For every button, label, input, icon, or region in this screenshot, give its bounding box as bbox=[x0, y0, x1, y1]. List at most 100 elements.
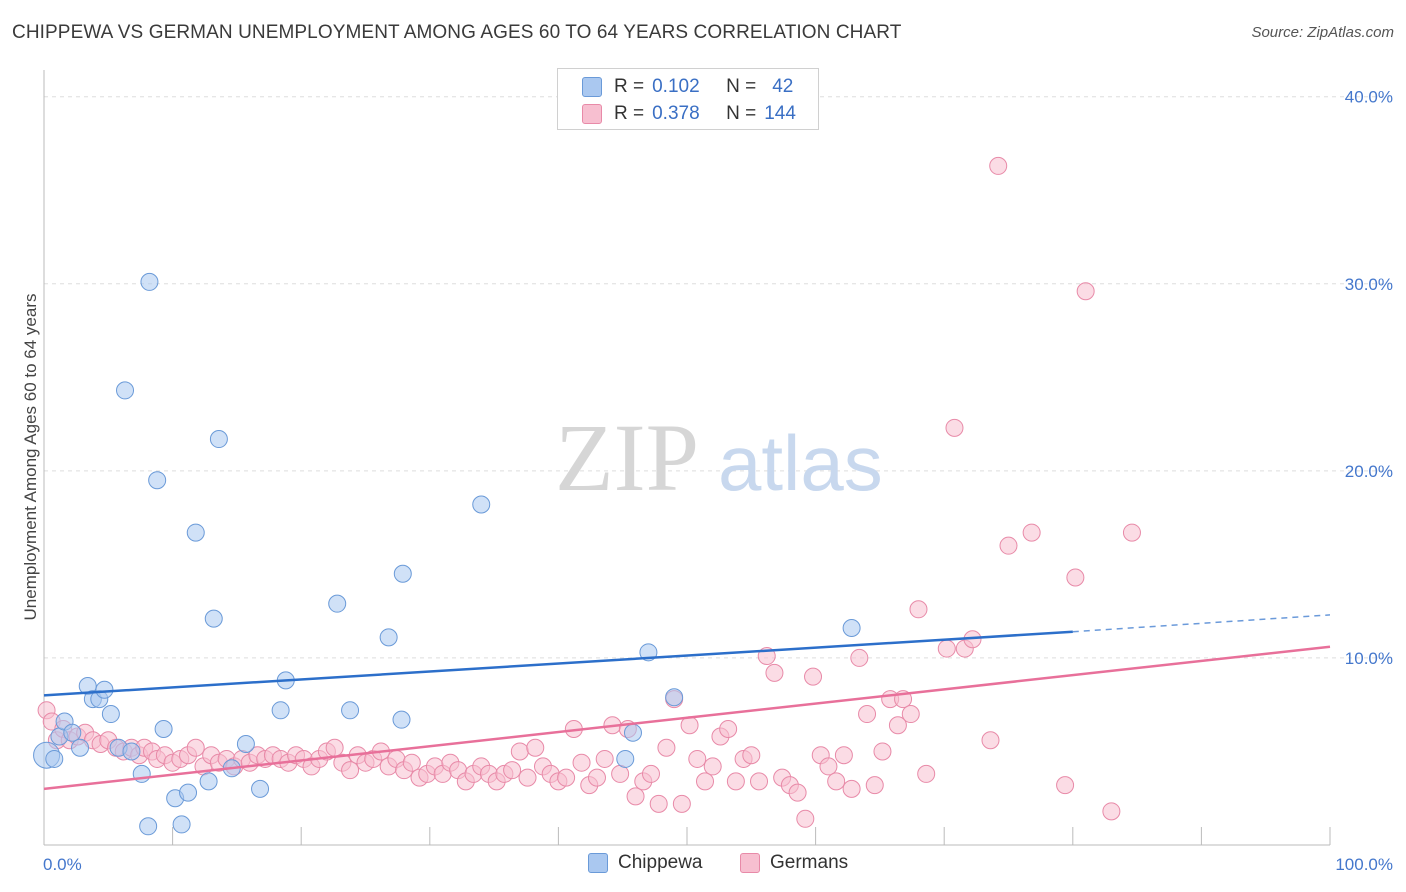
germans-point bbox=[937, 639, 956, 658]
germans-point bbox=[850, 648, 869, 667]
germans-point bbox=[649, 794, 668, 813]
germans-point bbox=[909, 600, 928, 619]
germans-point bbox=[672, 794, 691, 813]
germans-point bbox=[626, 787, 645, 806]
germans-point bbox=[1056, 776, 1075, 795]
germans-point bbox=[989, 156, 1008, 175]
y-axis-label: Unemployment Among Ages 60 to 64 years bbox=[21, 294, 40, 621]
germans-point bbox=[842, 779, 861, 798]
y-tick-label: 20.0% bbox=[1345, 462, 1393, 481]
germans-swatch bbox=[740, 853, 760, 873]
chippewa-point bbox=[204, 609, 223, 628]
germans-point bbox=[858, 705, 877, 724]
chippewa-point bbox=[251, 779, 270, 798]
germans-point bbox=[888, 716, 907, 735]
chippewa-point bbox=[116, 381, 135, 400]
r-label: R = bbox=[614, 76, 645, 97]
germans-point bbox=[526, 738, 545, 757]
germans-trend-line bbox=[43, 645, 1331, 791]
chippewa-point bbox=[393, 564, 412, 583]
germans-point bbox=[703, 757, 722, 776]
chippewa-point bbox=[179, 783, 198, 802]
chippewa-point bbox=[842, 618, 861, 637]
germans-point bbox=[945, 418, 964, 437]
germans-point bbox=[557, 768, 576, 787]
germans-point bbox=[765, 663, 784, 682]
germans-swatch bbox=[582, 104, 602, 124]
watermark-atlas: atlas bbox=[718, 419, 883, 507]
germans-point bbox=[402, 753, 421, 772]
chippewa-point bbox=[236, 734, 255, 753]
chippewa-swatch bbox=[588, 853, 608, 873]
chippewa-point bbox=[328, 594, 347, 613]
y-tick-label: 40.0% bbox=[1345, 88, 1393, 107]
germans-point bbox=[726, 772, 745, 791]
chippewa-point bbox=[139, 817, 158, 836]
germans-point bbox=[1122, 523, 1141, 542]
chippewa-point bbox=[95, 680, 114, 699]
germans-point bbox=[917, 764, 936, 783]
germans-point bbox=[750, 772, 769, 791]
chippewa-point bbox=[616, 749, 635, 768]
r-value-germans: 0.378 bbox=[652, 103, 700, 124]
y-tick-label: 10.0% bbox=[1345, 649, 1393, 668]
germans-point bbox=[518, 768, 537, 787]
chippewa-point bbox=[154, 720, 173, 739]
y-tick-labels: 10.0% 20.0% 30.0% 40.0% bbox=[1345, 88, 1393, 668]
chippewa-trend-extension bbox=[1072, 614, 1331, 633]
chippewa-point bbox=[45, 749, 64, 768]
n-value-chippewa: 42 bbox=[772, 76, 794, 97]
x-tick-min: 0.0% bbox=[43, 855, 82, 874]
chippewa-point bbox=[379, 628, 398, 647]
series-germans bbox=[37, 156, 1141, 828]
germans-point bbox=[587, 768, 606, 787]
chippewa-point bbox=[623, 723, 642, 742]
germans-point bbox=[595, 749, 614, 768]
n-label: N = bbox=[726, 103, 757, 124]
legend-row-germans: R = 0.378 N = 144 bbox=[582, 102, 796, 126]
chippewa-point bbox=[209, 430, 228, 449]
germans-point bbox=[804, 667, 823, 686]
chippewa-point bbox=[271, 701, 290, 720]
chippewa-point bbox=[341, 701, 360, 720]
gridlines bbox=[44, 96, 1395, 659]
germans-point bbox=[186, 738, 205, 757]
germans-point bbox=[834, 746, 853, 765]
chippewa-swatch bbox=[582, 77, 602, 97]
legend-label-chippewa: Chippewa bbox=[618, 852, 703, 873]
chippewa-point bbox=[140, 272, 159, 291]
germans-point bbox=[719, 720, 738, 739]
germans-point bbox=[641, 764, 660, 783]
germans-point bbox=[325, 738, 344, 757]
germans-point bbox=[999, 536, 1018, 555]
legend-label-germans: Germans bbox=[770, 852, 849, 873]
chippewa-point bbox=[472, 495, 491, 514]
chippewa-point bbox=[392, 710, 411, 729]
germans-point bbox=[796, 809, 815, 828]
watermark-zip: ZIP bbox=[555, 404, 699, 511]
legend-row-chippewa: R = 0.102 N = 42 bbox=[582, 75, 793, 99]
chippewa-point bbox=[122, 742, 141, 761]
y-tick-label: 30.0% bbox=[1345, 275, 1393, 294]
germans-point bbox=[696, 772, 715, 791]
germans-point bbox=[742, 746, 761, 765]
trend-lines bbox=[43, 614, 1331, 791]
germans-point bbox=[827, 772, 846, 791]
r-label: R = bbox=[614, 103, 645, 124]
series-chippewa bbox=[33, 272, 861, 836]
n-value-germans: 144 bbox=[764, 103, 796, 124]
chippewa-point bbox=[71, 738, 90, 757]
legend-item-chippewa: Chippewa bbox=[588, 852, 703, 874]
chippewa-point bbox=[665, 688, 684, 707]
chippewa-point bbox=[186, 523, 205, 542]
germans-point bbox=[688, 749, 707, 768]
chippewa-point bbox=[63, 723, 82, 742]
germans-point bbox=[901, 705, 920, 724]
germans-point bbox=[341, 761, 360, 780]
chippewa-point bbox=[172, 815, 191, 834]
x-tick-max: 100.0% bbox=[1335, 855, 1393, 874]
germans-point bbox=[865, 776, 884, 795]
chippewa-point bbox=[148, 471, 167, 490]
germans-point bbox=[1076, 282, 1095, 301]
